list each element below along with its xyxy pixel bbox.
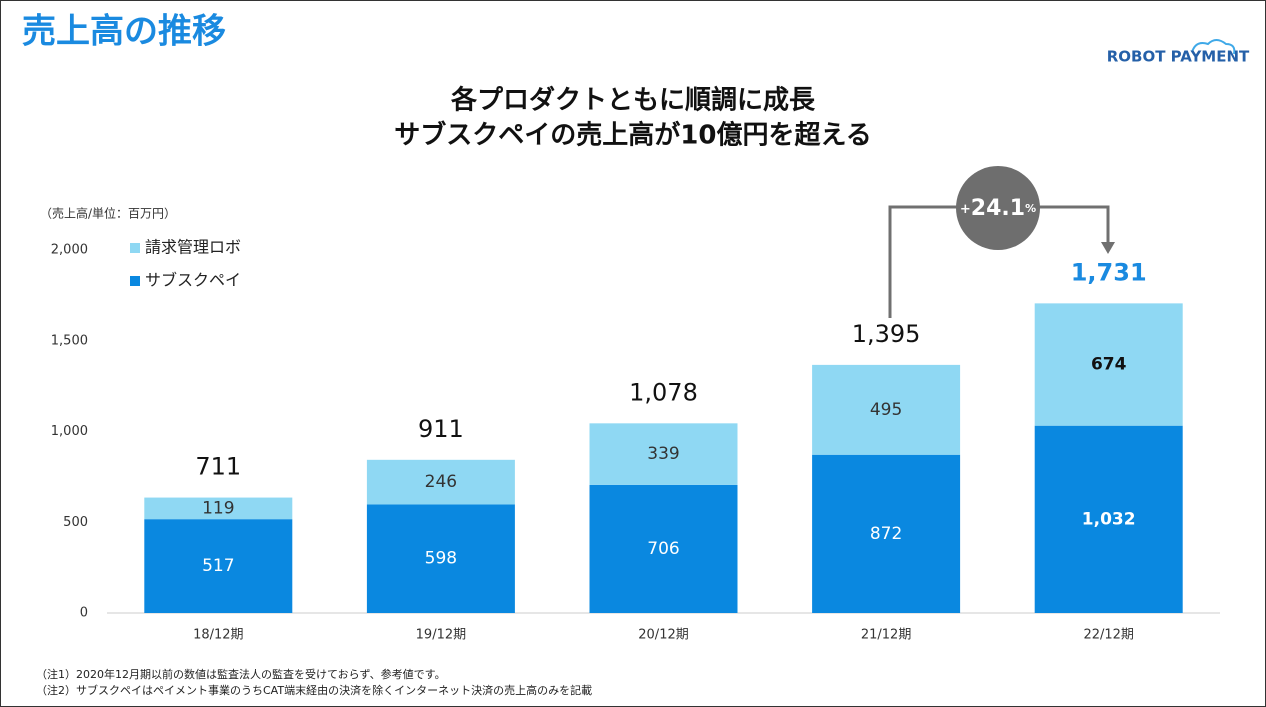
- headline: サブスクペイの売上高が10億円を超える: [394, 120, 871, 151]
- y-tick-label: 500: [63, 515, 88, 530]
- y-tick-label: 1,000: [51, 424, 88, 439]
- legend-swatch: [130, 243, 140, 253]
- bar-segment: [589, 484, 738, 613]
- note: （注2）サブスクペイはペイメント事業のうちCAT端末経由の決済を除くインターネッ…: [36, 683, 592, 697]
- x-tick-label: 22/12期: [1083, 628, 1133, 643]
- note: （注1）2020年12月期以前の数値は監査法人の監査を受けておらず、参考値です。: [36, 667, 446, 681]
- bar-segment: [1034, 425, 1183, 613]
- x-tick-label: 18/12期: [193, 628, 243, 643]
- bar-segment: [812, 454, 961, 613]
- bar-segment: [366, 459, 515, 505]
- segment-label: 495: [870, 400, 902, 420]
- x-tick-label: 20/12期: [638, 628, 688, 643]
- y-tick-label: 0: [80, 606, 88, 621]
- total-label: 1,731: [1071, 258, 1147, 286]
- page-title: 売上高の推移: [22, 12, 226, 52]
- y-tick-label: 2,000: [51, 243, 88, 258]
- bar-segment: [812, 364, 961, 455]
- segment-label: 119: [202, 498, 234, 518]
- bar-segment: [144, 519, 293, 613]
- total-label: 1,395: [852, 320, 921, 348]
- segment-label: 706: [647, 539, 679, 559]
- total-label: 911: [418, 415, 464, 443]
- bar-segment: [366, 504, 515, 613]
- x-tick-label: 21/12期: [861, 628, 911, 643]
- logo-cloud: [1191, 39, 1236, 55]
- x-tick-label: 19/12期: [416, 628, 466, 643]
- total-label: 1,078: [629, 378, 698, 406]
- headline: 各プロダクトともに順調に成長: [450, 85, 816, 116]
- segment-label: 872: [870, 524, 902, 544]
- legend-label: 請求管理ロボ: [145, 238, 241, 257]
- unit-label: （売上高/単位：百万円）: [40, 206, 176, 221]
- y-tick-label: 1,500: [51, 333, 88, 348]
- segment-label: 339: [647, 444, 679, 464]
- legend-label: サブスクペイ: [145, 271, 241, 290]
- growth-badge: [956, 166, 1040, 250]
- segment-label: 674: [1091, 355, 1127, 375]
- segment-label: 598: [425, 549, 457, 569]
- growth-label: +24.1%: [960, 196, 1036, 221]
- bar-segment: [144, 497, 293, 520]
- segment-label: 1,032: [1082, 509, 1136, 529]
- bar-segment: [589, 423, 738, 485]
- total-label: 711: [195, 453, 241, 481]
- segment-label: 517: [202, 556, 234, 576]
- logo: ROBOT PAYMENT: [1107, 48, 1250, 66]
- arrow-head: [1101, 242, 1115, 254]
- segment-label: 246: [425, 472, 457, 492]
- legend-swatch: [130, 276, 140, 286]
- bar-segment: [1034, 303, 1183, 426]
